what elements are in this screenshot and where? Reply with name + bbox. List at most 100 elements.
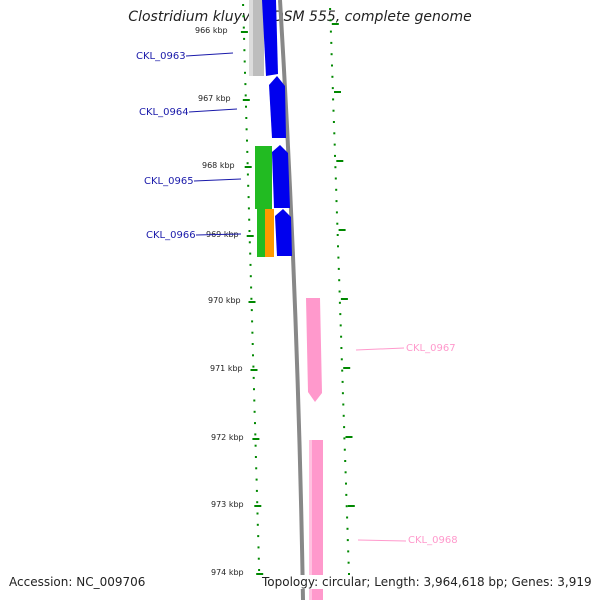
gene-label-ckl-0964[interactable]: CKL_0964 xyxy=(139,107,189,118)
scale-dot xyxy=(244,71,246,74)
scale-dot xyxy=(346,516,349,519)
kbp-label: 974 kbp xyxy=(211,568,244,577)
kbp-label: 973 kbp xyxy=(211,500,244,509)
kbp-label: 967 kbp xyxy=(198,94,231,103)
scale-dot xyxy=(249,252,252,255)
scale-dot xyxy=(254,422,256,425)
genome-summary-text: Topology: circular; Length: 3,964,618 bp… xyxy=(262,575,592,589)
scale-dot xyxy=(331,64,333,67)
scale-dot xyxy=(255,478,258,481)
gene-block-ckl-0968[interactable] xyxy=(309,440,323,600)
scale-major-tick xyxy=(347,505,355,507)
scale-dot xyxy=(243,60,246,63)
gene-block-green-2[interactable] xyxy=(257,209,266,257)
scale-dot xyxy=(344,460,347,462)
scale-dot xyxy=(248,218,251,221)
scale-dot xyxy=(246,162,249,165)
gene-block-green-1[interactable] xyxy=(255,146,272,209)
scale-dot xyxy=(256,501,259,504)
scale-dot xyxy=(348,573,350,575)
scale-dot xyxy=(252,354,254,357)
gene-label-ckl-0965[interactable]: CKL_0965 xyxy=(144,176,194,187)
scale-dot xyxy=(254,456,257,458)
scale-dot xyxy=(329,30,332,33)
genome-backbone xyxy=(278,0,305,600)
scale-dot xyxy=(344,471,347,474)
scale-dot xyxy=(337,245,339,248)
gene-label-ckl-0967[interactable]: CKL_0967 xyxy=(406,343,456,354)
scale-dot xyxy=(339,324,342,327)
kbp-label: 968 kbp xyxy=(202,161,235,170)
scale-dot xyxy=(250,309,253,312)
scale-dot xyxy=(330,41,333,44)
scale-dot xyxy=(249,263,252,266)
scale-dot xyxy=(254,444,257,447)
gene-block-orange[interactable] xyxy=(265,209,274,257)
scale-dot xyxy=(340,358,343,361)
scale-dot xyxy=(247,196,250,199)
scale-dot xyxy=(340,347,343,349)
scale-dot xyxy=(242,15,245,18)
scale-dot xyxy=(343,448,346,451)
scale-major-tick xyxy=(254,505,262,507)
gene-block-gray-shade xyxy=(249,0,253,76)
gene-block-ckl-0967[interactable] xyxy=(306,298,322,402)
scale-major-tick xyxy=(256,573,264,575)
scale-dot xyxy=(243,37,246,40)
scale-dot xyxy=(335,200,338,203)
scale-dot xyxy=(246,150,249,153)
scale-dot xyxy=(242,4,245,6)
gene-label-line xyxy=(193,178,242,182)
scale-dot xyxy=(334,154,336,157)
scale-dot xyxy=(255,467,258,470)
scale-dot xyxy=(244,83,247,86)
scale-major-tick xyxy=(343,367,351,369)
scale-dot xyxy=(343,426,346,429)
scale-dot xyxy=(330,53,333,56)
scale-dot xyxy=(347,561,350,564)
scale-dot xyxy=(244,94,247,97)
gene-block-ckl-0965[interactable] xyxy=(272,145,290,208)
scale-dot xyxy=(253,388,255,391)
gene-label-ckl-0966[interactable]: CKL_0966 xyxy=(146,230,196,241)
gene-label-ckl-0963[interactable]: CKL_0963 xyxy=(136,51,186,62)
scale-dot xyxy=(335,211,338,214)
scale-dot xyxy=(335,188,338,191)
scale-dot xyxy=(252,365,255,368)
scale-dot xyxy=(338,279,341,282)
scale-dot xyxy=(332,121,335,123)
scale-dot xyxy=(346,539,349,542)
scale-dot xyxy=(333,143,336,146)
gene-block-ckl-0963[interactable] xyxy=(262,0,278,76)
scale-dot xyxy=(242,26,245,29)
scale-dot xyxy=(329,19,332,22)
gene-label-ckl-0968[interactable]: CKL_0968 xyxy=(408,535,458,546)
gene-label-line xyxy=(195,233,242,236)
scale-dot xyxy=(247,207,250,210)
scale-dot xyxy=(337,267,340,270)
scale-major-tick xyxy=(244,166,252,168)
scale-dot xyxy=(341,392,344,395)
scale-major-tick xyxy=(345,436,353,438)
gene-block-ckl-0968-shade xyxy=(309,440,312,600)
scale-dot xyxy=(343,437,346,440)
kbp-label: 972 kbp xyxy=(211,433,244,442)
kbp-label: 966 kbp xyxy=(195,26,228,35)
scale-dot xyxy=(251,320,254,323)
scale-major-tick xyxy=(242,99,250,101)
scale-dot xyxy=(332,98,335,101)
scale-dot xyxy=(257,535,260,538)
scale-dot xyxy=(332,109,335,112)
gene-block-ckl-0966[interactable] xyxy=(275,209,292,256)
scale-dot xyxy=(255,489,258,492)
scale-dot xyxy=(347,550,350,553)
scale-major-tick xyxy=(334,91,341,93)
gene-label-line xyxy=(357,539,407,542)
scale-dot xyxy=(249,275,252,278)
scale-major-tick xyxy=(338,229,346,231)
gene-block-ckl-0964[interactable] xyxy=(269,76,286,138)
scale-dot xyxy=(346,527,349,530)
scale-major-tick xyxy=(246,235,254,237)
scale-dot xyxy=(342,403,345,406)
